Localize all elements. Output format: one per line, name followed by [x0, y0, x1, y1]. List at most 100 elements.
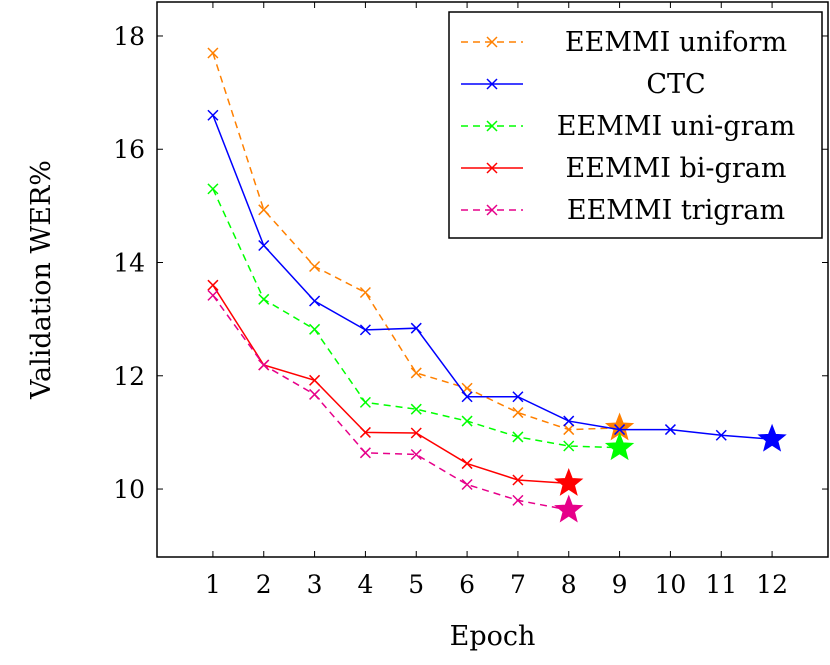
legend-label-ctc: CTC	[646, 69, 705, 100]
data-point-eemmi-trigram-shape	[207, 289, 219, 301]
data-point-eemmi-bi-gram-shape	[461, 458, 473, 470]
data-point-ctc-shape	[309, 295, 321, 307]
legend-marker-eemmi-bi-gram	[486, 162, 498, 174]
data-point-ctc	[563, 415, 575, 427]
data-point-eemmi-uniform-shape	[359, 286, 371, 299]
data-point-ctc	[309, 295, 321, 307]
data-point-eemmi-uni-gram	[563, 440, 575, 452]
legend-marker-eemmi-uni-gram	[486, 120, 498, 132]
data-point-eemmi-uniform-shape	[512, 407, 524, 419]
data-point-ctc	[614, 424, 626, 436]
data-point-eemmi-uni-gram-shape	[461, 415, 473, 427]
data-point-eemmi-trigram-shape	[410, 448, 422, 461]
final-star-point-ctc	[757, 423, 787, 452]
data-point-eemmi-uni-gram	[359, 396, 371, 408]
final-star-point-eemmi-uni-gram	[604, 432, 635, 461]
data-point-eemmi-uni-gram-shape	[258, 293, 270, 305]
final-star-point-eemmi-bi-gram	[554, 467, 584, 496]
legend-label-eemmi-uniform: EEMMI uniform	[565, 27, 787, 58]
data-point-ctc-shape	[563, 415, 575, 427]
data-point-ctc-shape	[512, 391, 524, 403]
data-point-eemmi-trigram	[461, 478, 473, 491]
data-point-eemmi-bi-gram	[410, 427, 422, 439]
legend-marker-eemmi-uniform-shape	[486, 36, 498, 48]
data-point-ctc	[207, 109, 219, 121]
legend-entry-eemmi-bi-gram: EEMMI bi-gram	[461, 153, 786, 184]
x-tick-label: 3	[307, 570, 323, 599]
y-tick-label: 16	[113, 135, 145, 164]
x-tick-label: 8	[561, 570, 577, 599]
data-point-eemmi-bi-gram-shape	[512, 474, 524, 486]
data-point-ctc	[461, 391, 473, 403]
y-tick-label: 10	[113, 475, 145, 504]
data-point-eemmi-bi-gram-shape	[410, 427, 422, 439]
data-point-ctc	[715, 429, 727, 441]
series-eemmi-bi-gram	[207, 279, 584, 496]
data-point-eemmi-uniform	[207, 47, 219, 59]
data-point-eemmi-trigram	[359, 447, 371, 459]
data-point-eemmi-uniform-shape	[309, 260, 321, 273]
data-point-eemmi-uniform	[309, 260, 321, 273]
series-line-eemmi-uni-gram	[212, 188, 620, 449]
series-line-ctc	[212, 114, 773, 440]
legend-marker-ctc-shape	[486, 78, 498, 90]
y-tick-label: 12	[113, 362, 145, 391]
data-point-eemmi-uniform	[512, 407, 524, 419]
data-point-eemmi-uniform-shape	[563, 424, 575, 436]
data-point-eemmi-uniform-shape	[258, 204, 270, 216]
legend: EEMMI uniform CTC EEMMI uni-gram EEMMI bi-g…	[448, 11, 823, 239]
data-point-eemmi-bi-gram	[309, 374, 321, 386]
x-tick-label: 5	[408, 570, 424, 599]
data-point-eemmi-uniform	[359, 286, 371, 299]
data-point-eemmi-bi-gram	[512, 474, 524, 486]
data-point-ctc-shape	[359, 324, 371, 336]
legend-marker-eemmi-uniform	[486, 36, 498, 48]
data-point-ctc	[410, 322, 422, 334]
legend-marker-eemmi-trigram	[486, 204, 498, 216]
data-point-ctc-shape	[664, 424, 676, 436]
x-tick-label: 2	[256, 570, 272, 599]
legend-label-eemmi-bi-gram: EEMMI bi-gram	[566, 153, 787, 184]
x-tick-label: 12	[756, 570, 788, 599]
series-eemmi-trigram	[207, 289, 584, 523]
data-point-ctc	[359, 324, 371, 336]
data-point-eemmi-uni-gram-shape	[410, 403, 422, 415]
series-eemmi-uni-gram	[207, 183, 635, 461]
data-point-ctc-shape	[258, 239, 270, 252]
plot-frame	[156, 1, 829, 558]
data-point-ctc-shape	[207, 109, 219, 121]
data-point-eemmi-uni-gram-shape	[563, 440, 575, 452]
data-point-eemmi-trigram	[512, 494, 524, 506]
data-point-eemmi-trigram	[207, 289, 219, 301]
legend-entry-ctc: CTC	[461, 69, 706, 100]
data-point-eemmi-trigram-shape	[512, 494, 524, 506]
y-axis: 10 12 14 16 18	[113, 22, 828, 504]
data-point-eemmi-bi-gram-shape	[207, 279, 219, 291]
data-point-eemmi-trigram-shape	[461, 478, 473, 491]
data-point-eemmi-uni-gram-shape	[207, 183, 219, 195]
final-star-point-eemmi-trigram	[554, 494, 584, 523]
data-point-eemmi-uni-gram-shape	[359, 396, 371, 408]
data-point-eemmi-trigram	[258, 359, 270, 371]
data-point-eemmi-bi-gram	[359, 426, 371, 438]
data-point-eemmi-bi-gram	[461, 458, 473, 470]
data-point-eemmi-uni-gram	[258, 293, 270, 305]
legend-label-eemmi-trigram: EEMMI trigram	[567, 195, 785, 226]
data-point-ctc-shape	[410, 322, 422, 334]
legend-marker-eemmi-uni-gram-shape	[486, 120, 498, 132]
legend-box	[448, 11, 823, 239]
data-point-eemmi-trigram	[410, 448, 422, 461]
data-point-eemmi-uni-gram	[410, 403, 422, 415]
series-line-eemmi-trigram	[212, 294, 569, 511]
data-point-ctc-shape	[614, 424, 626, 436]
x-tick-label: 11	[705, 570, 737, 599]
x-tick-label: 1	[205, 570, 221, 599]
data-point-eemmi-bi-gram-shape	[309, 374, 321, 386]
series-line-eemmi-bi-gram	[212, 284, 569, 485]
data-point-ctc	[512, 391, 524, 403]
y-tick-label: 18	[113, 22, 145, 51]
data-point-ctc-shape	[461, 391, 473, 403]
data-point-eemmi-uni-gram	[461, 415, 473, 427]
data-point-eemmi-uniform-shape	[207, 47, 219, 59]
